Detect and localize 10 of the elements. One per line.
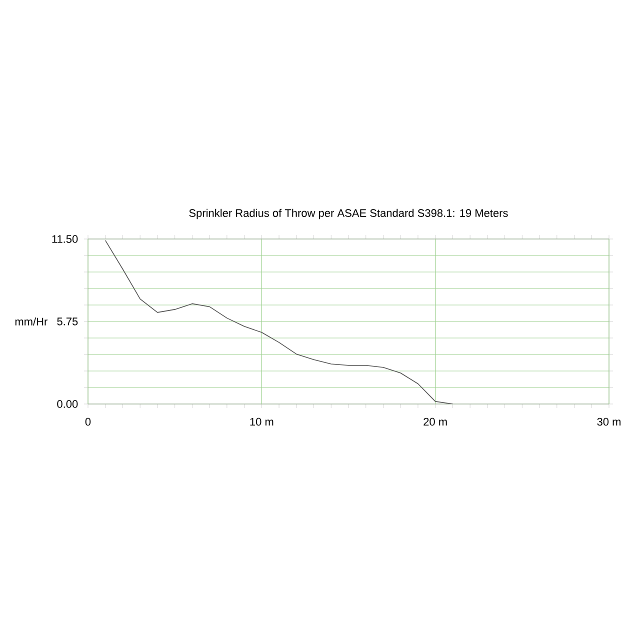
x-tick-label: 10 m <box>250 418 274 426</box>
y-axis-title: mm/Hr <box>15 317 48 326</box>
x-tick-label: 0 <box>85 418 91 426</box>
y-tick-label: 0.00 <box>57 400 78 408</box>
x-tick-label: 30 m <box>597 418 620 426</box>
line-series <box>104 240 454 404</box>
chart-title: Sprinkler Radius of Throw per ASAE Standard S398.1: 19 Meters <box>189 208 508 220</box>
y-tick-label: 11.50 <box>52 235 78 243</box>
x-tick-label: 20 m <box>424 418 447 426</box>
y-tick-label: 5.75 <box>57 318 78 326</box>
